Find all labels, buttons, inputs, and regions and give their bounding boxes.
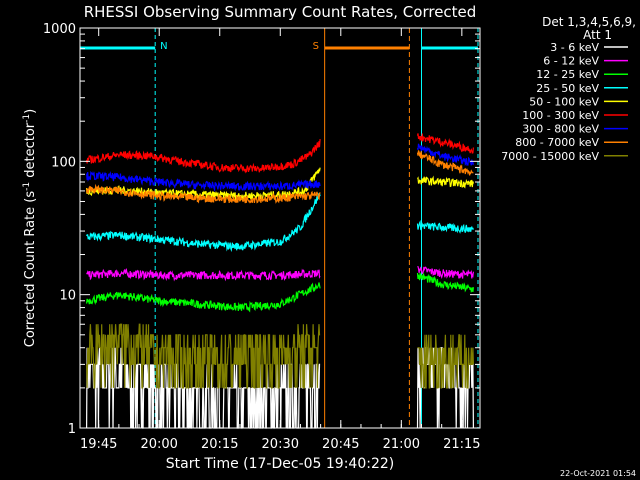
series-line-4-1	[416, 175, 474, 189]
x-axis-label: Start Time (17-Dec-05 19:40:22)	[166, 456, 394, 472]
x-tick-label: 20:00	[140, 437, 177, 452]
annotation-label: N	[160, 41, 167, 52]
legend-label: 6 - 12 keV	[543, 55, 599, 68]
legend-header-line1: Det 1,3,4,5,6,9,	[542, 15, 636, 29]
legend-label: 25 - 50 keV	[536, 82, 599, 95]
legend-header-line2: Att 1	[583, 28, 612, 42]
series-line-8-1	[417, 334, 474, 389]
x-tick-label: 21:00	[383, 437, 420, 452]
series-line-1-1	[417, 265, 474, 280]
x-tick-label: 20:45	[322, 437, 359, 452]
legend-label: 7000 - 15000 keV	[501, 150, 599, 163]
x-tick-label: 20:15	[201, 437, 238, 452]
series-line-3-1	[416, 219, 474, 234]
x-tick-label: 19:45	[80, 437, 117, 452]
annotation-label: S	[313, 41, 319, 52]
y-axis-label: Corrected Count Rate (s-1 detector-1)	[22, 109, 38, 347]
legend-label: 300 - 800 keV	[522, 123, 599, 136]
footer-date: 22-Oct-2021 01:54	[560, 469, 636, 478]
legend-label: 100 - 300 keV	[522, 109, 599, 122]
y-axis-label-end: )	[23, 109, 38, 114]
series-line-8-0	[86, 323, 321, 389]
chart-title: RHESSI Observing Summary Count Rates, Co…	[84, 3, 477, 21]
y-tick-label: 10	[59, 289, 76, 304]
series-line-5-0	[86, 139, 321, 174]
x-tick-label: 21:15	[443, 437, 480, 452]
series-line-5-1	[416, 133, 474, 154]
series-line-6-0	[86, 170, 321, 193]
legend-label: 800 - 7000 keV	[515, 136, 599, 149]
y-axis-ticks: 1 10 100 1000	[43, 22, 480, 437]
series-line-3-0	[86, 192, 321, 253]
series-line-6-1	[416, 143, 474, 167]
y-tick-label: 100	[51, 155, 76, 170]
series-line-7-1	[416, 150, 474, 176]
y-axis-label-sup1: -1	[22, 182, 32, 191]
legend-label: 3 - 6 keV	[550, 41, 599, 54]
y-axis-label-main: Corrected Count Rate (s	[23, 191, 38, 348]
series-line-2-1	[416, 271, 474, 293]
legend-label: 12 - 25 keV	[536, 68, 599, 81]
y-axis-label-sup2: -1	[22, 114, 32, 123]
y-axis-label-mid: detector	[23, 122, 38, 182]
x-tick-label: 20:30	[262, 437, 299, 452]
series-line-2-0	[86, 282, 321, 313]
y-tick-label: 1000	[43, 22, 76, 37]
legend-label: 50 - 100 keV	[529, 95, 599, 108]
series-line-7-0	[86, 183, 321, 204]
x-axis-ticks: 19:45 20:00 20:15 20:30 20:45 21:00 21:15	[80, 28, 481, 452]
series-line-1-0	[86, 267, 321, 282]
y-tick-label: 1	[68, 422, 76, 437]
